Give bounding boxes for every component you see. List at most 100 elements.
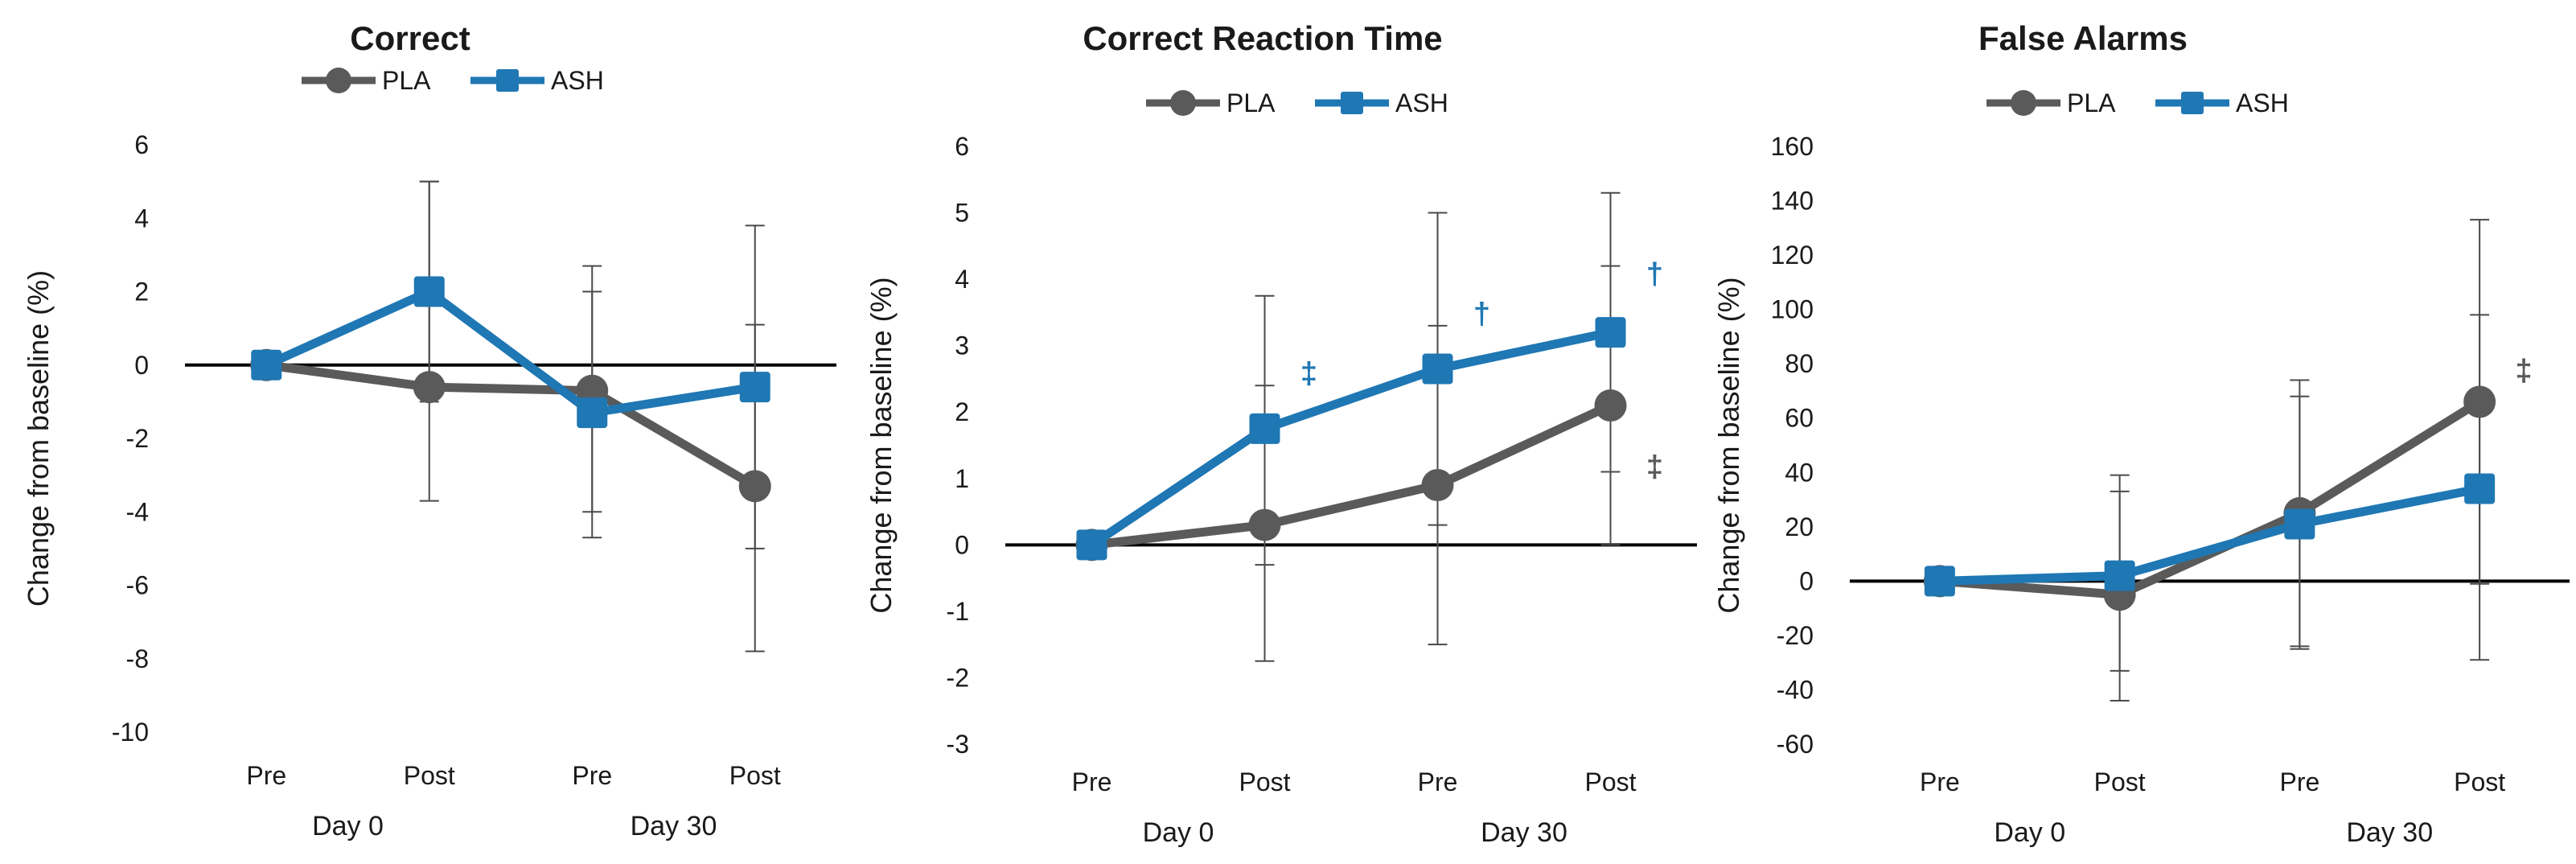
- y-tick-label: -2: [126, 424, 149, 453]
- legend: PLA ASH: [1146, 88, 1448, 117]
- y-tick-label: -2: [947, 663, 969, 692]
- chart-title: False Alarms: [1978, 19, 2188, 57]
- legend-label-ash: ASH: [1395, 88, 1448, 117]
- significance-marker: ‡: [1300, 357, 1317, 391]
- series-line-ash: [1089, 327, 1612, 549]
- x-group-label: Day 0: [1143, 817, 1214, 848]
- data-point-ash: [2284, 508, 2315, 540]
- data-point-pla: [1594, 389, 1627, 422]
- data-point-ash: [251, 349, 282, 381]
- y-tick-label: 1: [955, 464, 969, 493]
- significance-marker: ‡: [2516, 354, 2533, 388]
- x-group-label: Day 0: [1994, 817, 2065, 848]
- data-point-ash: [1249, 413, 1280, 444]
- legend-label-ash: ASH: [551, 66, 604, 95]
- data-point-ash: [577, 397, 608, 429]
- legend-marker-pla: [1170, 90, 1196, 116]
- y-tick-label: 0: [134, 351, 149, 380]
- significance-marker: †: [1646, 257, 1663, 291]
- x-group-label: Day 30: [631, 811, 717, 841]
- y-tick-label: 4: [134, 204, 149, 232]
- y-tick-label: -40: [1777, 675, 1814, 704]
- data-point-ash: [413, 276, 445, 307]
- chart-panel-2: Correct Reaction Time PLA ASH 6 5 4 3 2 1 0 -1 -2 -3…: [865, 19, 1697, 848]
- series-line-ash: [264, 287, 756, 418]
- y-tick-label: 6: [134, 130, 149, 159]
- x-tick-label: Pre: [572, 761, 612, 790]
- legend: PLA ASH: [1986, 88, 2289, 117]
- x-tick-label: Pre: [1072, 767, 1112, 796]
- y-tick-label: -60: [1777, 730, 1814, 759]
- x-tick-label: Post: [1584, 767, 1636, 796]
- y-tick-label: 0: [1799, 566, 1814, 595]
- x-tick-label: Pre: [246, 761, 286, 790]
- y-axis-label: Change from baseline (%): [865, 277, 898, 613]
- y-tick-label: 4: [955, 265, 969, 294]
- y-tick-label: -10: [112, 718, 149, 747]
- x-tick-label: Pre: [1920, 767, 1960, 796]
- y-tick-label: 0: [955, 530, 969, 559]
- significance-marker: ‡: [1646, 450, 1663, 483]
- x-tick-label: Post: [404, 761, 455, 790]
- x-group-label: Day 30: [1481, 817, 1567, 848]
- data-point-ash: [1595, 317, 1626, 348]
- data-point-pla: [738, 470, 771, 503]
- data-point-pla: [1421, 469, 1454, 502]
- chart-panel-3: False Alarms PLA ASH 160 140 120 100 80 60 40 20 0 -…: [1712, 19, 2570, 848]
- y-tick-label: 60: [1785, 404, 1814, 433]
- legend-label-pla: PLA: [382, 66, 431, 95]
- x-tick-label: Post: [2454, 767, 2505, 796]
- legend-marker-pla: [326, 68, 351, 93]
- legend-label-pla: PLA: [2067, 88, 2116, 117]
- y-tick-label: 160: [1771, 132, 1814, 161]
- data-point-ash: [1076, 529, 1107, 561]
- y-tick-label: 40: [1785, 458, 1814, 487]
- legend-label-pla: PLA: [1226, 88, 1276, 117]
- x-tick-label: Post: [729, 761, 781, 790]
- chart-title: Correct Reaction Time: [1083, 19, 1442, 57]
- y-tick-label: 2: [134, 278, 149, 307]
- y-tick-label: 140: [1771, 187, 1814, 216]
- y-tick-label: -1: [947, 597, 969, 626]
- y-tick-label: -4: [126, 497, 149, 526]
- x-tick-label: Post: [1239, 767, 1290, 796]
- y-tick-label: 3: [955, 331, 969, 360]
- legend-label-ash: ASH: [2236, 88, 2289, 117]
- data-point-pla: [2463, 385, 2496, 418]
- x-tick-label: Post: [2094, 767, 2146, 796]
- legend-marker-ash: [496, 69, 519, 92]
- data-point-ash: [739, 372, 770, 403]
- error-bar-ash-3: [745, 323, 765, 549]
- series-line-pla: [1091, 401, 1613, 549]
- chart-title: Correct: [350, 19, 470, 57]
- data-point-ash: [1924, 566, 1955, 597]
- y-axis-label: Change from baseline (%): [22, 270, 55, 607]
- y-tick-label: -6: [126, 571, 149, 600]
- x-group-label: Day 30: [2346, 817, 2433, 848]
- data-point-ash: [1422, 353, 1453, 385]
- data-point-pla: [413, 371, 446, 404]
- significance-marker: †: [1473, 297, 1490, 331]
- y-tick-label: 120: [1771, 241, 1814, 269]
- error-bar-ash-3: [2470, 314, 2490, 585]
- y-tick-label: -3: [947, 730, 969, 759]
- y-tick-label: 20: [1785, 512, 1814, 541]
- y-tick-label: 2: [955, 397, 969, 426]
- data-point-ash: [2104, 560, 2135, 591]
- data-point-ash: [2464, 473, 2496, 504]
- x-group-label: Day 0: [312, 811, 384, 841]
- data-point-pla: [1248, 508, 1281, 541]
- y-tick-label: 100: [1771, 295, 1814, 324]
- legend-marker-pla: [2011, 90, 2036, 116]
- y-tick-label: -20: [1777, 621, 1814, 650]
- series-line-ash: [1939, 484, 2481, 586]
- y-axis-label: Change from baseline (%): [1712, 277, 1745, 613]
- chart-panel-1: Correct PLA ASH 6 4 2 0 -2 -4 -6 -8 -10 Change from …: [22, 19, 836, 841]
- y-tick-label: -8: [126, 644, 149, 673]
- x-tick-label: Pre: [2279, 767, 2319, 796]
- y-tick-label: 6: [955, 132, 969, 161]
- legend-marker-ash: [1341, 92, 1363, 114]
- legend: PLA ASH: [302, 66, 604, 95]
- legend-marker-ash: [2181, 92, 2204, 114]
